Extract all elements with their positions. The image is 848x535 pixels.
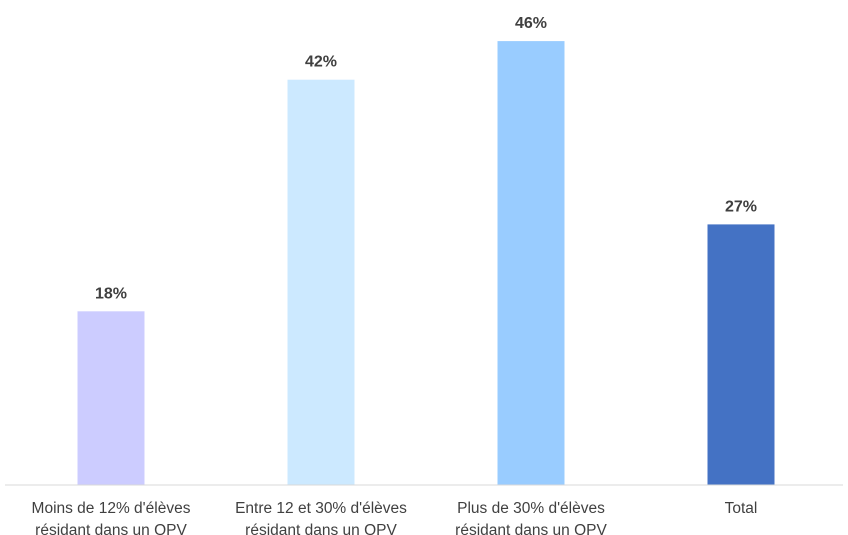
bars-group — [77, 41, 775, 485]
bar-1 — [77, 311, 145, 485]
value-labels-group: 18% 42% 46% 27% — [95, 15, 757, 302]
bar-3 — [497, 41, 565, 485]
category-label-1-line-1: Moins de 12% d'élèves — [32, 500, 191, 517]
category-label-1-line-2: résidant dans un QPV — [35, 522, 187, 535]
category-label-4-line-1: Total — [725, 500, 758, 517]
value-label-2: 42% — [305, 54, 337, 71]
category-label-3-line-1: Plus de 30% d'élèves — [457, 500, 605, 517]
bar-2 — [287, 79, 355, 485]
category-label-2-line-2: résidant dans un QPV — [245, 522, 397, 535]
value-label-1: 18% — [95, 285, 127, 302]
value-label-4: 27% — [725, 198, 757, 215]
value-label-3: 46% — [515, 15, 547, 32]
category-label-3-line-2: résidant dans un QPV — [455, 522, 607, 535]
category-label-2-line-1: Entre 12 et 30% d'élèves — [235, 500, 407, 517]
bar-4 — [707, 224, 775, 485]
category-labels-group: Moins de 12% d'élèves résidant dans un QP… — [32, 500, 758, 535]
